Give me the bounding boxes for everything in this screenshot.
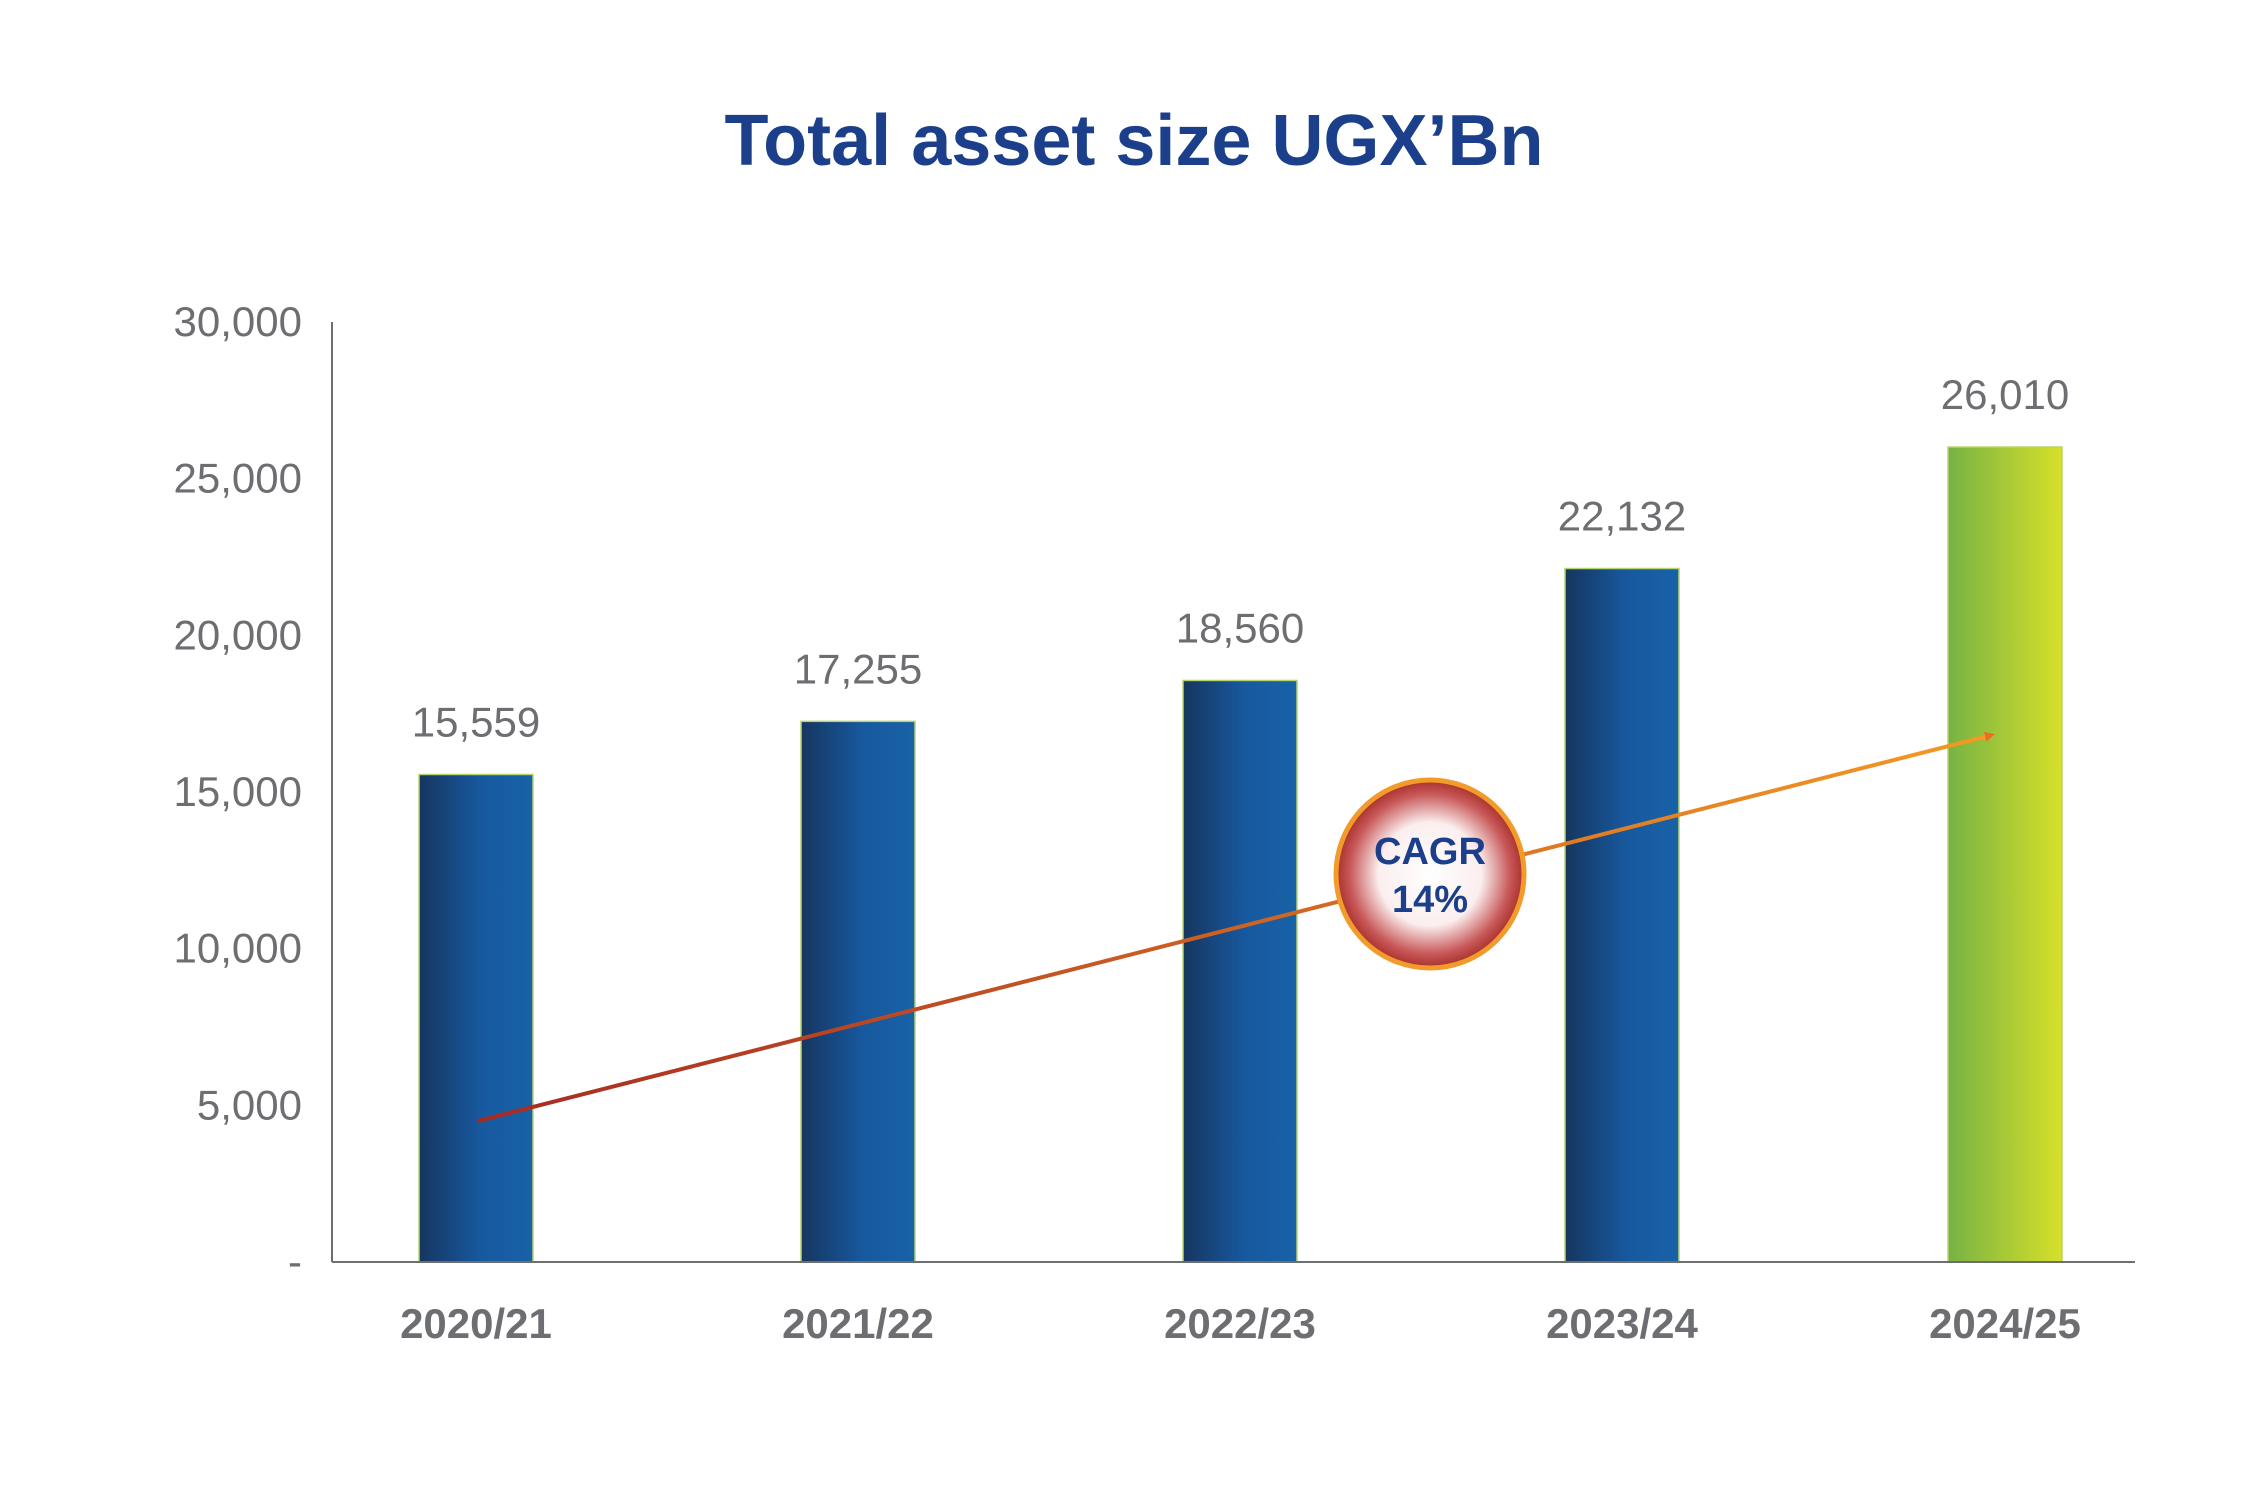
cagr-value: 14% [1392,879,1468,921]
bar-2022-23 [1182,679,1298,1263]
bars [418,446,2063,1263]
bar-2024-25 [1947,446,2063,1263]
bar-2020-21 [418,773,534,1263]
cagr-label: CAGR [1374,831,1486,873]
cagr-arrow [477,731,1995,1123]
x-tick-label: 2024/25 [1929,1300,2081,1347]
y-tick-label: 5,000 [197,1081,302,1128]
x-tick-label: 2023/24 [1546,1300,1698,1347]
y-tick-label: 15,000 [174,768,302,815]
y-tick-label: - [288,1238,302,1285]
bar-2021-22 [800,720,916,1263]
data-label: 26,010 [1941,371,2069,418]
cagr-annotation: CAGR 14% [477,731,1995,1123]
y-tick-label: 10,000 [174,925,302,972]
bar-2023-24 [1564,567,1680,1263]
x-tick-labels: 2020/21 2021/22 2022/23 2023/24 2024/25 [400,1300,2081,1347]
chart-title: Total asset size UGX’Bn [724,101,1544,181]
y-tick-label: 25,000 [174,455,302,502]
y-tick-label: 20,000 [174,611,302,658]
data-label: 18,560 [1176,604,1304,651]
data-label: 17,255 [794,645,922,692]
x-tick-label: 2021/22 [782,1300,934,1347]
y-tick-labels: - 5,000 10,000 15,000 20,000 25,000 30,000 [174,298,302,1285]
data-label: 22,132 [1558,493,1686,540]
y-tick-label: 30,000 [174,298,302,345]
data-labels: 15,559 17,255 18,560 22,132 26,010 [412,371,2069,745]
cagr-badge [1333,777,1527,971]
data-label: 15,559 [412,698,540,745]
x-tick-label: 2022/23 [1164,1300,1316,1347]
x-tick-label: 2020/21 [400,1300,552,1347]
